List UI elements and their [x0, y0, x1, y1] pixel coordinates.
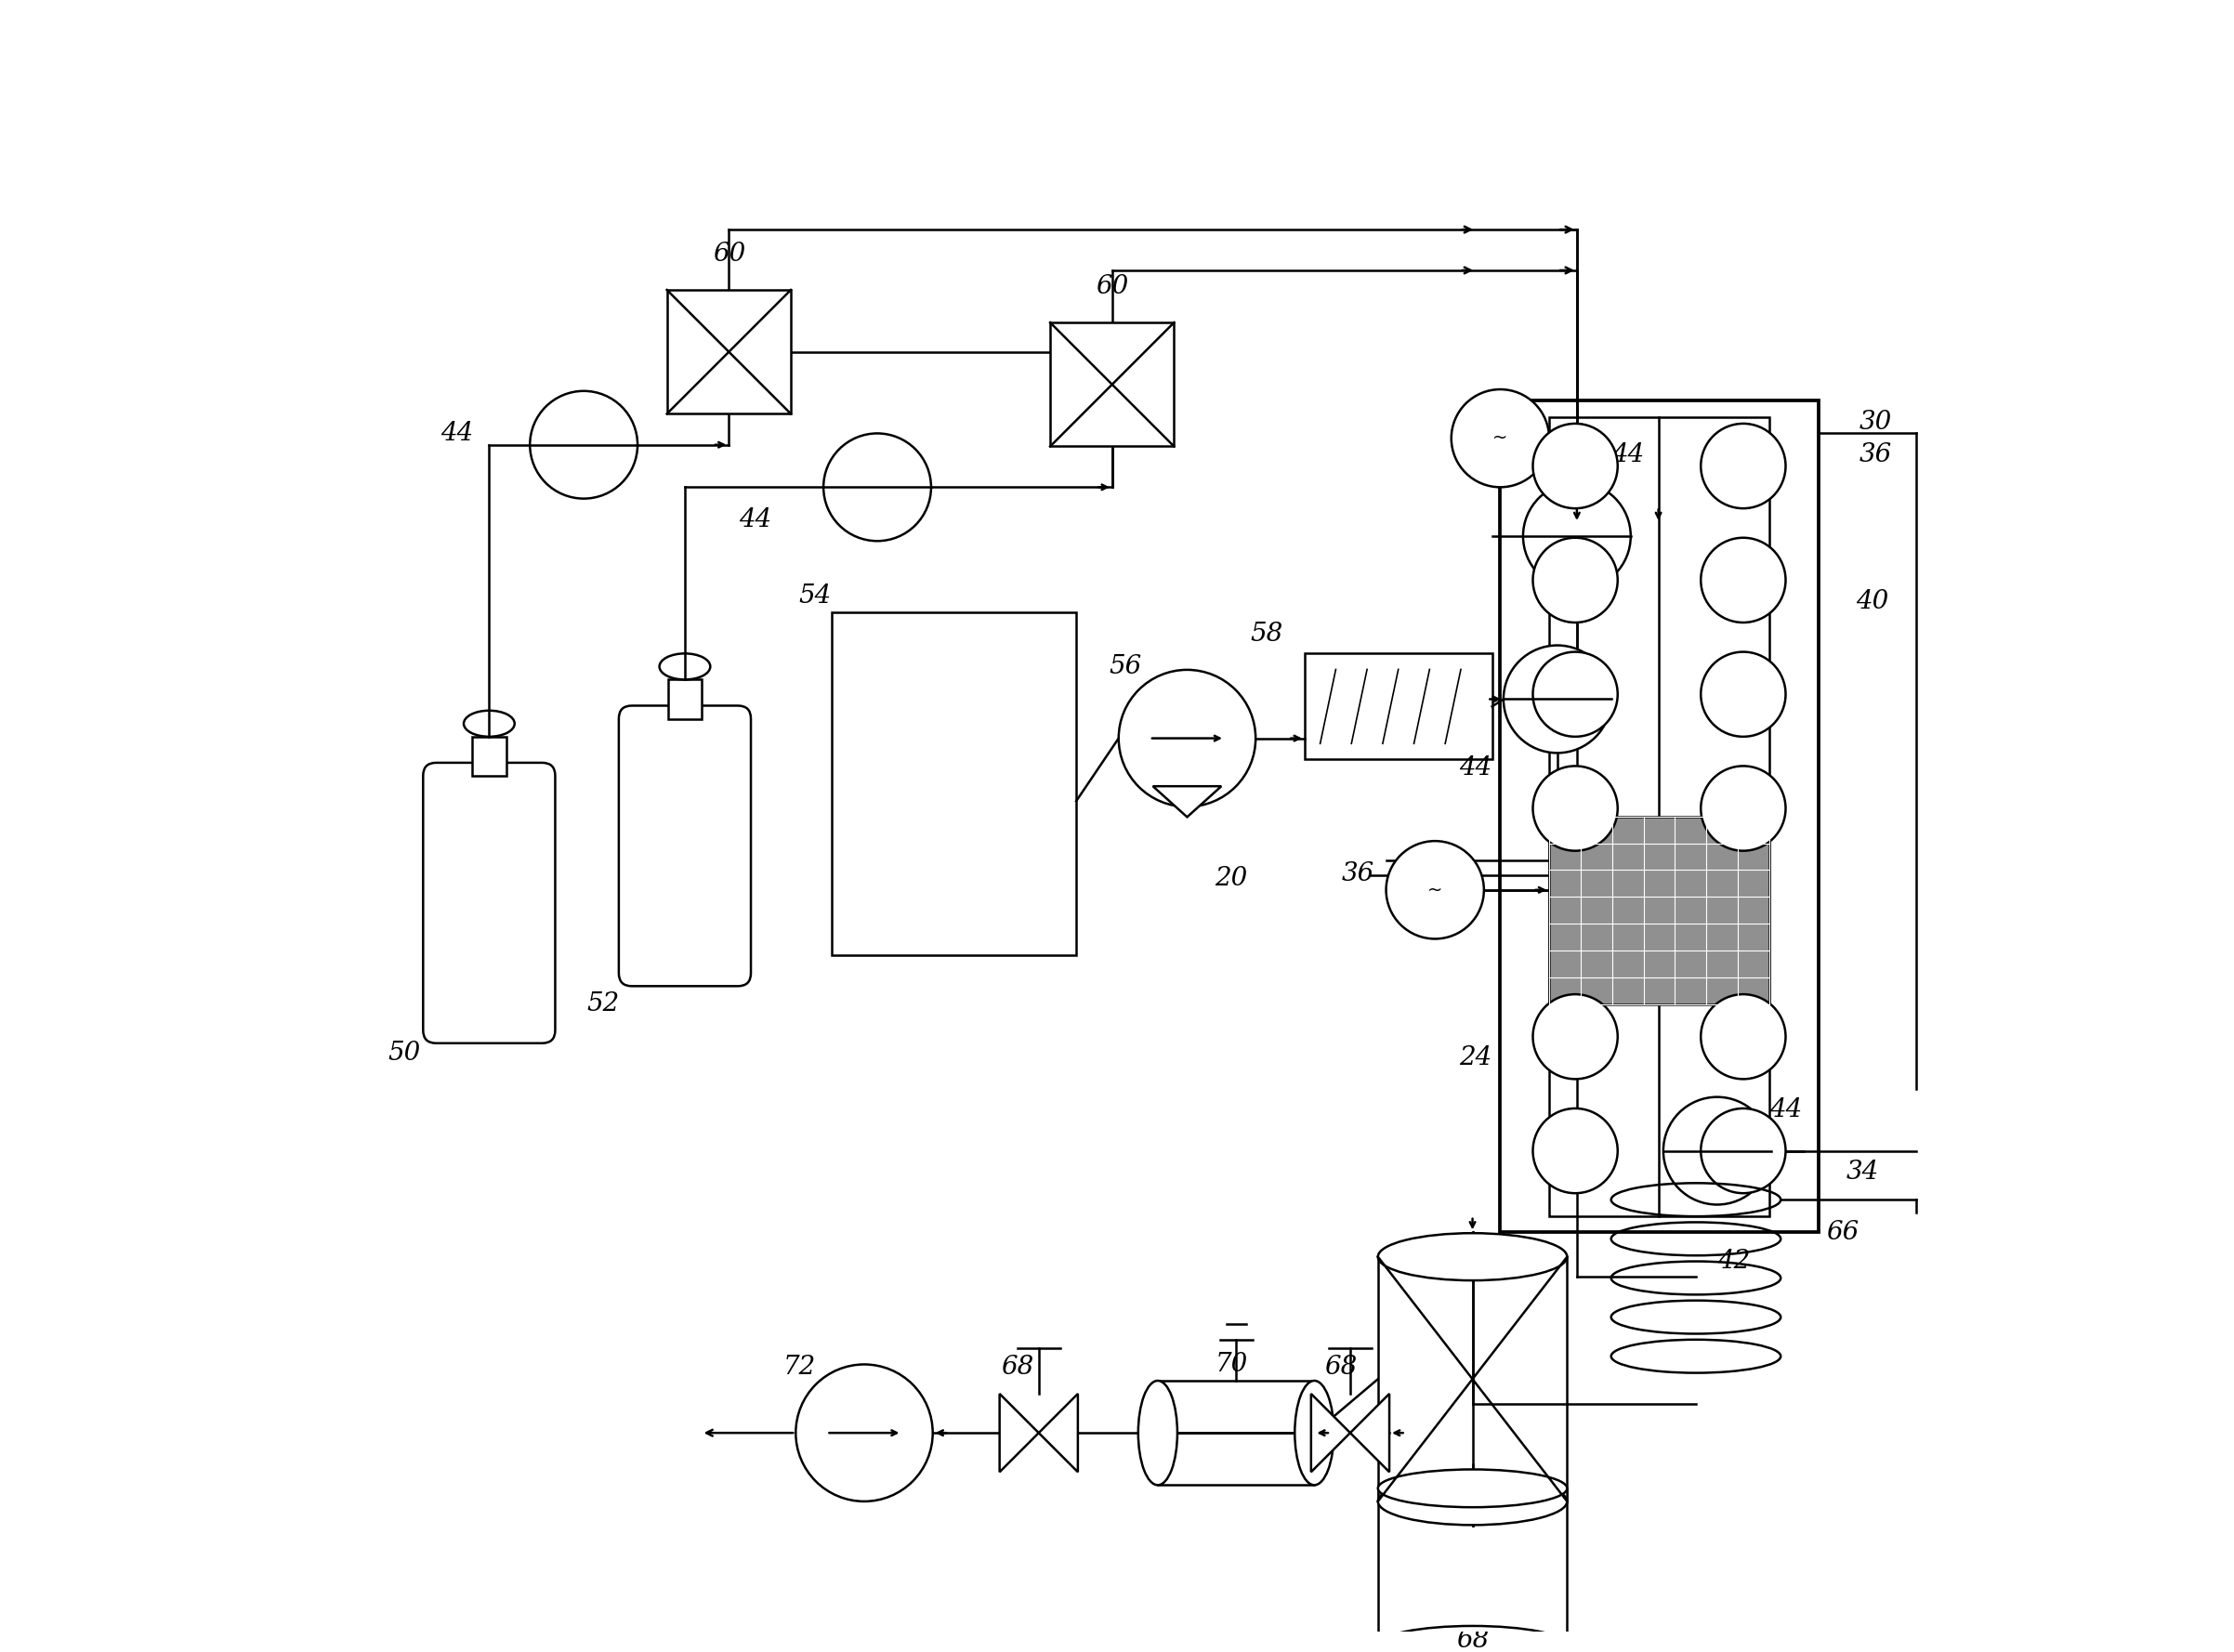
Text: ~: ~	[1428, 881, 1443, 899]
Polygon shape	[1039, 1394, 1077, 1472]
Circle shape	[1700, 1108, 1785, 1193]
Polygon shape	[1349, 1394, 1390, 1472]
Circle shape	[1700, 995, 1785, 1079]
Bar	[1548, 416, 1769, 1216]
Text: 58: 58	[1251, 621, 1282, 646]
Ellipse shape	[1378, 1479, 1566, 1525]
Bar	[1050, 322, 1175, 446]
Circle shape	[1533, 423, 1617, 509]
Text: 44: 44	[1611, 443, 1644, 468]
Circle shape	[1664, 1097, 1772, 1204]
FancyBboxPatch shape	[422, 763, 556, 1042]
Bar	[668, 289, 791, 413]
Ellipse shape	[1378, 1626, 1566, 1652]
Text: 52: 52	[588, 991, 619, 1016]
Circle shape	[1452, 390, 1548, 487]
Text: 60: 60	[1095, 274, 1128, 299]
Text: 42: 42	[1718, 1249, 1749, 1274]
Bar	[1501, 401, 1818, 1232]
Circle shape	[795, 1365, 934, 1502]
Text: 36: 36	[1859, 443, 1892, 468]
Text: 44: 44	[1769, 1097, 1803, 1123]
Text: 44: 44	[739, 507, 771, 532]
Text: 50: 50	[389, 1041, 420, 1066]
Ellipse shape	[1378, 1469, 1566, 1507]
Bar	[471, 737, 507, 776]
Circle shape	[1700, 653, 1785, 737]
Circle shape	[1503, 646, 1611, 753]
Bar	[1378, 1257, 1566, 1502]
Circle shape	[1385, 841, 1483, 938]
Circle shape	[1700, 767, 1785, 851]
Bar	[1378, 1488, 1566, 1645]
Text: 30: 30	[1859, 410, 1892, 434]
Polygon shape	[999, 1394, 1039, 1472]
Text: 20: 20	[1215, 866, 1247, 890]
Text: 56: 56	[1108, 654, 1142, 679]
Circle shape	[1119, 669, 1256, 806]
Circle shape	[1524, 482, 1631, 590]
Text: 66: 66	[1827, 1219, 1859, 1246]
Polygon shape	[1311, 1394, 1349, 1472]
Ellipse shape	[1378, 1232, 1566, 1280]
Circle shape	[529, 392, 637, 499]
Ellipse shape	[1137, 1381, 1177, 1485]
Bar	[831, 613, 1077, 955]
Text: 68: 68	[1457, 1627, 1488, 1652]
Ellipse shape	[1296, 1381, 1334, 1485]
Circle shape	[1533, 653, 1617, 737]
Circle shape	[1533, 995, 1617, 1079]
Circle shape	[824, 433, 932, 540]
Text: 44: 44	[1459, 755, 1492, 780]
Text: 36: 36	[1343, 861, 1374, 885]
Polygon shape	[1153, 786, 1222, 818]
Bar	[1548, 816, 1769, 1004]
Circle shape	[1700, 539, 1785, 623]
Text: 60: 60	[713, 241, 746, 266]
Circle shape	[1533, 539, 1617, 623]
Text: 70: 70	[1215, 1351, 1247, 1378]
Ellipse shape	[659, 654, 710, 679]
Text: 68: 68	[1001, 1355, 1034, 1379]
Circle shape	[1533, 1108, 1617, 1193]
Bar	[668, 679, 701, 719]
Bar	[1305, 654, 1492, 760]
Bar	[1157, 1381, 1314, 1485]
Circle shape	[1700, 423, 1785, 509]
Text: 24: 24	[1459, 1046, 1492, 1070]
Text: 40: 40	[1856, 588, 1888, 615]
Ellipse shape	[465, 710, 514, 737]
Text: 44: 44	[440, 421, 474, 446]
Text: 54: 54	[800, 583, 831, 610]
Text: 72: 72	[782, 1355, 815, 1379]
Text: 34: 34	[1845, 1160, 1879, 1184]
Text: 68: 68	[1325, 1355, 1356, 1379]
Text: ~: ~	[1492, 430, 1508, 448]
FancyBboxPatch shape	[619, 705, 751, 986]
Circle shape	[1533, 767, 1617, 851]
